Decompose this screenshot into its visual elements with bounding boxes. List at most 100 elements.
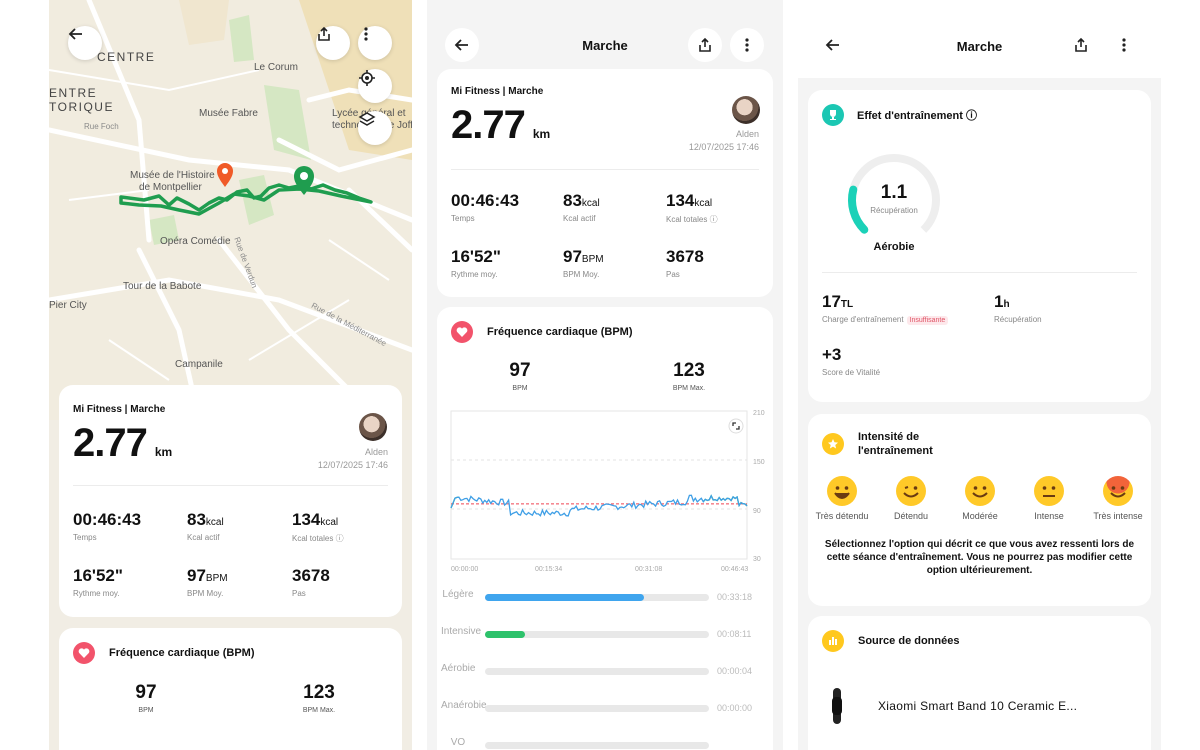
user-name: Alden [364,447,388,457]
zone-label: VO [450,737,466,748]
y-tick: 210 [753,410,765,417]
arrow-left-icon [454,39,468,51]
zone-label: Aérobie [441,663,476,674]
te-value: 1.1 [880,182,908,203]
more-button[interactable] [730,28,764,62]
intensity-option-label[interactable]: Détendu [893,511,929,521]
smart-band-icon [832,688,842,724]
heart-icon [451,321,473,343]
share-button[interactable] [1064,28,1098,62]
te-value-block: 1.1 Récupération [844,182,944,215]
stat-time: 00:46:43 Temps [73,510,187,544]
start-pin [294,166,314,195]
divider [822,272,1137,273]
back-button[interactable] [816,28,850,62]
user-name: Alden [735,129,759,139]
stat-value: 97 [187,566,206,585]
map-label-pier-city: Pier City [49,300,87,311]
stat-label: Temps [451,214,475,223]
hr-header: Fréquence cardiaque (BPM) [451,321,632,343]
intensity-header: Intensité de l'entraînement [822,430,933,458]
stats-grid: 00:46:43 Temps 83kcal Kcal actif 134kcal Kc… [73,510,393,598]
load-unit: TL [840,299,854,310]
intensity-option-label[interactable]: Modérée [962,511,998,521]
emoji-neutral-icon[interactable] [1034,476,1064,506]
hr-avg: 97 BPM [495,360,545,392]
page-title: Marche [582,38,628,53]
stat-value: 83 [187,510,206,529]
zone-bar-fill [485,594,645,601]
arrow-left-icon [68,28,82,40]
stat-unit: BPM [205,573,228,584]
hr-max-value: 123 [303,682,335,703]
load-label: Charge d'entraînement [822,315,904,324]
emoji-sweat-icon[interactable] [1103,476,1133,506]
avatar[interactable] [359,413,387,441]
hr-title: Fréquence cardiaque (BPM) [487,326,633,338]
stat-unit: kcal [320,517,339,528]
share-button[interactable] [316,26,350,60]
hr-avg-label: BPM [138,707,154,714]
hr-chart[interactable]: 210 150 90 30 00:00:00 00:15:34 00:31:08… [437,407,773,582]
te-type: Aérobie [873,241,915,253]
stat-value: 134 [666,191,695,210]
te-title[interactable]: Effet d'entraînement ⓘ [857,110,977,122]
stat-label[interactable]: Kcal totales ⓘ [666,215,718,224]
intensity-option-label[interactable]: Très intense [1093,511,1143,521]
more-button[interactable] [1107,28,1141,62]
more-button[interactable] [358,26,392,60]
stat-label: Rythme moy. [451,270,498,279]
stat-label[interactable]: Kcal totales ⓘ [292,534,344,543]
map-label-historique: TORIQUE [49,100,114,114]
stat-label: BPM Moy. [563,270,600,279]
map-label-corum: Le Corum [254,62,298,73]
stat-value: 3678 [292,566,330,585]
map-label-centre: CENTRE [97,50,156,64]
intensity-card: Intensité de l'entraînement Très détendu… [808,414,1151,606]
bar-chart-icon [822,630,844,652]
zone-bar [485,668,709,675]
route-map[interactable]: CENTRE ENTRE TORIQUE Le Corum Musée Fabr… [49,0,412,420]
source-title: Source de données [858,635,960,647]
x-tick: 00:31:08 [635,566,662,573]
end-pin [217,163,233,187]
avatar[interactable] [732,96,760,124]
source-device-row[interactable]: Xiaomi Smart Band 10 Ceramic E... [822,686,1077,726]
intensity-option-label[interactable]: Intense [1034,511,1064,521]
y-tick: 150 [753,459,765,466]
vitality-label: Score de Vitalité [822,368,881,377]
stat-label: Rythme moy. [73,589,120,598]
back-button[interactable] [68,26,102,60]
route-line [119,183,373,216]
intensity-title-line: l'entraînement [858,445,933,457]
screen-details: Marche Mi Fitness | Marche 2.77 km Alden… [427,0,783,750]
y-tick: 90 [753,508,761,515]
share-icon [318,26,330,41]
stat-label: Temps [73,533,97,542]
intensity-option-label[interactable]: Très détendu [815,511,869,521]
emoji-laugh-icon[interactable] [827,476,857,506]
emoji-smile-icon[interactable] [965,476,995,506]
layers-button[interactable] [358,111,392,145]
locate-button[interactable] [358,69,392,103]
screen-training: Marche Effet d'entraînement ⓘ 1.1 Récupé… [798,0,1161,750]
workout-datetime: 12/07/2025 17:46 [688,142,759,152]
zone-time: 00:08:11 [717,629,752,639]
stat-total-kcal: 134kcal Kcal totales ⓘ [666,191,766,225]
recovery-value: 1 [994,292,1004,311]
more-vertical-icon [1122,38,1126,52]
zone-time: 00:00:00 [717,703,753,713]
summary-card: Mi Fitness | Marche 2.77 km Alden 12/07/… [59,385,402,617]
emoji-wink-icon[interactable] [896,476,926,506]
stat-unit: kcal [581,198,600,209]
back-button[interactable] [445,28,479,62]
stat-steps: 3678 Pas [666,247,766,279]
brand-label: Mi Fitness | Marche [73,404,166,415]
divider [451,169,759,170]
share-button[interactable] [688,28,722,62]
stat-value: 97 [563,247,582,266]
stat-value: 3678 [666,247,704,266]
te-value-label: Récupération [870,206,918,215]
x-tick: 00:00:00 [451,566,478,573]
share-icon [699,37,711,52]
